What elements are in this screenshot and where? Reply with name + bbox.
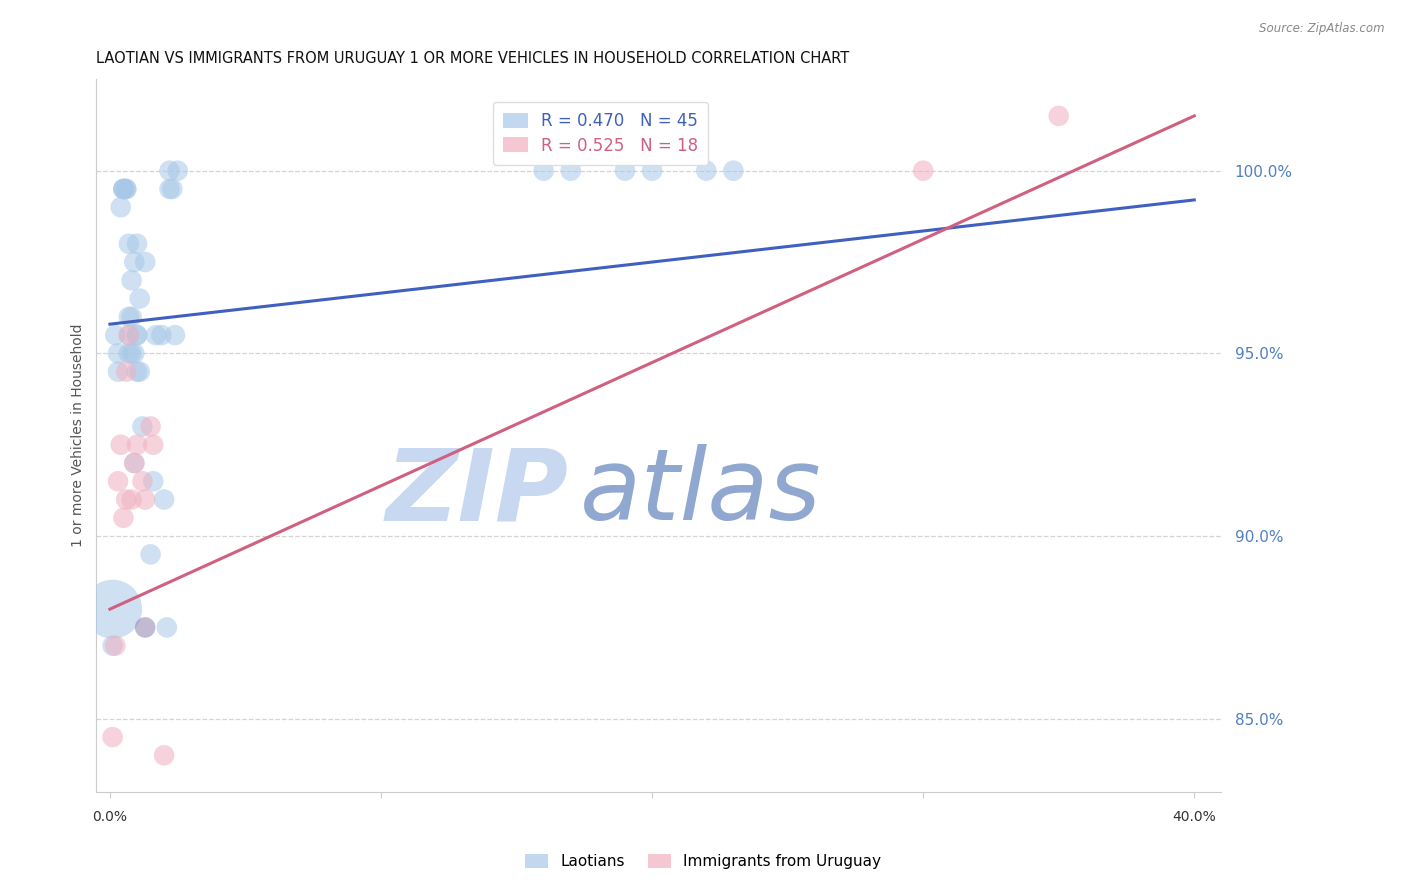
Y-axis label: 1 or more Vehicles in Household: 1 or more Vehicles in Household: [72, 324, 86, 548]
Point: [145, 328, 167, 343]
Point: [118, 310, 141, 324]
Point: [128, 292, 150, 306]
Point: [125, 328, 148, 343]
Legend: Laotians, Immigrants from Uruguay: Laotians, Immigrants from Uruguay: [519, 848, 887, 875]
Point: [125, 438, 148, 452]
Point: [118, 236, 141, 251]
Point: [560, 163, 582, 178]
Point: [641, 163, 664, 178]
Point: [912, 163, 935, 178]
Point: [125, 328, 148, 343]
Point: [101, 730, 124, 744]
Point: [124, 255, 146, 269]
Point: [153, 748, 176, 763]
Point: [166, 163, 188, 178]
Point: [115, 492, 138, 507]
Point: [125, 236, 148, 251]
Point: [153, 492, 176, 507]
Point: [139, 547, 162, 561]
Point: [112, 511, 135, 525]
Point: [159, 182, 181, 196]
Text: 0.0%: 0.0%: [93, 810, 128, 824]
Point: [142, 438, 165, 452]
Point: [124, 346, 146, 360]
Point: [115, 182, 138, 196]
Point: [115, 182, 138, 196]
Point: [118, 346, 141, 360]
Point: [107, 475, 129, 489]
Point: [134, 255, 156, 269]
Point: [131, 475, 153, 489]
Point: [115, 365, 138, 379]
Point: [107, 346, 129, 360]
Point: [1047, 109, 1070, 123]
Point: [112, 182, 135, 196]
Point: [104, 328, 127, 343]
Point: [142, 475, 165, 489]
Legend: R = 0.470   N = 45, R = 0.525   N = 18: R = 0.470 N = 45, R = 0.525 N = 18: [494, 102, 709, 165]
Point: [110, 200, 132, 214]
Text: ZIP: ZIP: [385, 444, 569, 541]
Point: [134, 620, 156, 634]
Point: [118, 328, 141, 343]
Point: [723, 163, 745, 178]
Point: [533, 163, 555, 178]
Point: [124, 456, 146, 470]
Point: [121, 492, 143, 507]
Point: [128, 365, 150, 379]
Point: [125, 365, 148, 379]
Point: [107, 365, 129, 379]
Text: atlas: atlas: [581, 444, 821, 541]
Text: 40.0%: 40.0%: [1173, 810, 1216, 824]
Point: [695, 163, 717, 178]
Point: [150, 328, 173, 343]
Point: [162, 182, 184, 196]
Point: [159, 163, 181, 178]
Point: [121, 273, 143, 287]
Point: [112, 182, 135, 196]
Text: Source: ZipAtlas.com: Source: ZipAtlas.com: [1260, 22, 1385, 36]
Point: [121, 310, 143, 324]
Point: [121, 346, 143, 360]
Point: [118, 328, 141, 343]
Point: [101, 639, 124, 653]
Point: [112, 182, 135, 196]
Point: [110, 438, 132, 452]
Point: [614, 163, 637, 178]
Point: [139, 419, 162, 434]
Point: [101, 602, 124, 616]
Point: [124, 456, 146, 470]
Point: [104, 639, 127, 653]
Point: [134, 492, 156, 507]
Point: [131, 419, 153, 434]
Point: [156, 620, 179, 634]
Text: LAOTIAN VS IMMIGRANTS FROM URUGUAY 1 OR MORE VEHICLES IN HOUSEHOLD CORRELATION C: LAOTIAN VS IMMIGRANTS FROM URUGUAY 1 OR …: [97, 51, 849, 66]
Point: [163, 328, 186, 343]
